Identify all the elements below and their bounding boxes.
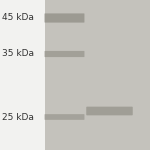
Text: 25 kDa: 25 kDa (2, 112, 33, 122)
FancyBboxPatch shape (45, 51, 84, 57)
FancyBboxPatch shape (86, 107, 133, 115)
Text: 35 kDa: 35 kDa (2, 50, 33, 58)
FancyBboxPatch shape (45, 114, 84, 120)
FancyBboxPatch shape (45, 13, 84, 22)
Bar (45, 0, 150, 150)
Text: 45 kDa: 45 kDa (2, 14, 33, 22)
